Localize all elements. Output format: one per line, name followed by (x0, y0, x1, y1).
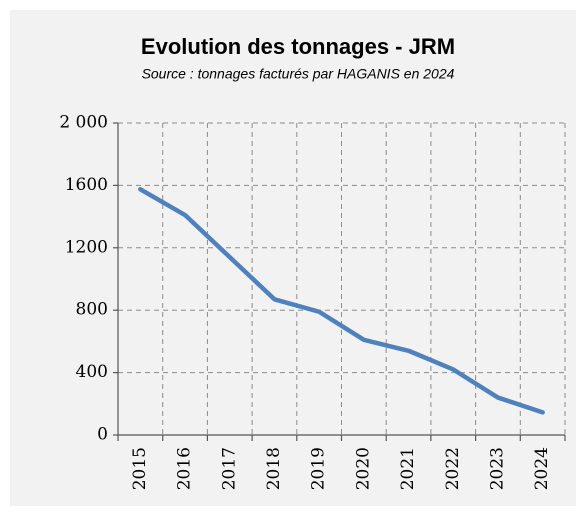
y-tick-label: 800 (76, 300, 108, 320)
y-tick-label: 0 (97, 425, 108, 445)
chart-title: Evolution des tonnages - JRM (141, 34, 455, 59)
x-tick-label: 2022 (443, 447, 463, 490)
x-tick-label: 2021 (398, 447, 418, 490)
y-tick-label: 1600 (65, 175, 108, 195)
x-tick-label: 2015 (130, 447, 150, 490)
chart-subtitle: Source : tonnages facturés par HAGANIS e… (142, 66, 455, 82)
x-tick-label: 2023 (487, 447, 507, 490)
x-tick-label: 2020 (353, 447, 373, 490)
y-tick-label: 400 (76, 362, 108, 382)
y-tick-label: 1200 (65, 237, 108, 257)
x-tick-label: 2024 (532, 447, 552, 490)
chart-background (10, 10, 576, 506)
y-tick-label: 2 000 (59, 113, 108, 133)
line-series (138, 187, 545, 415)
x-tick-label: 2016 (175, 447, 195, 490)
x-tick-label: 2018 (264, 447, 284, 490)
x-tick-label: 2019 (309, 447, 329, 490)
x-tick-label: 2017 (219, 447, 239, 490)
